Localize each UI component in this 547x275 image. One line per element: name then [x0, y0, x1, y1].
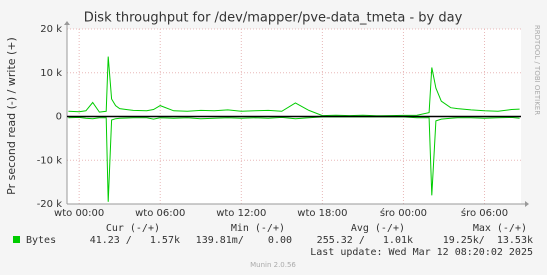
x-tick-label: wto 12:00	[216, 208, 266, 219]
y-tick-label: 20 k	[40, 24, 62, 35]
last-update: Last update: Wed Mar 12 08:20:02 2025	[310, 247, 533, 258]
legend-swatch	[13, 236, 20, 243]
legend-header: Max (-/+)	[473, 223, 527, 234]
y-tick-label: -20 k	[37, 199, 63, 210]
legend-value: 255.32 / 1.01k	[317, 235, 413, 246]
legend-header: Min (-/+)	[231, 223, 285, 234]
x-tick-label: wto 18:00	[297, 208, 347, 219]
x-tick-label: śro 06:00	[461, 207, 508, 219]
footer: Munin 2.0.56	[250, 261, 296, 269]
axis-arrow	[525, 201, 529, 207]
series-line	[68, 116, 520, 202]
legend-value: 41.23 / 1.57k	[90, 235, 180, 246]
side-label: RRDTOOL / TOBI OETIKER	[533, 25, 541, 115]
legend-label: Bytes	[26, 235, 56, 246]
axis-arrow	[64, 21, 70, 25]
y-axis-label: Pr second read (-) / write (+)	[5, 37, 18, 195]
legend-value: 139.81m/ 0.00	[196, 235, 292, 246]
series-line	[68, 56, 520, 117]
y-tick-label: 0	[56, 112, 62, 123]
x-tick-label: wto 06:00	[135, 208, 185, 219]
legend-value: 19.25k/ 13.53k	[443, 235, 533, 246]
x-tick-label: śro 00:00	[380, 207, 427, 219]
x-tick-label: wto 00:00	[54, 208, 104, 219]
y-tick-label: 10 k	[40, 68, 62, 79]
legend-header: Avg (-/+)	[351, 223, 405, 234]
chart-title: Disk throughput for /dev/mapper/pve-data…	[84, 11, 463, 26]
y-tick-label: -10 k	[37, 155, 63, 166]
legend-header: Cur (-/+)	[106, 223, 160, 234]
